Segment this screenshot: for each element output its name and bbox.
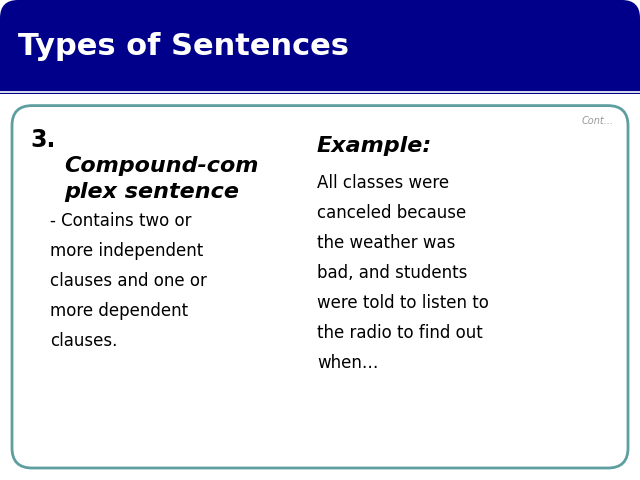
Text: 3.: 3. xyxy=(30,128,56,152)
Text: more dependent: more dependent xyxy=(50,301,188,320)
Text: more independent: more independent xyxy=(50,241,204,260)
FancyBboxPatch shape xyxy=(0,0,640,94)
Text: Cont...: Cont... xyxy=(582,116,614,126)
Text: when…: when… xyxy=(317,354,378,372)
Text: bad, and students: bad, and students xyxy=(317,264,467,282)
FancyBboxPatch shape xyxy=(12,106,628,468)
Text: plex sentence: plex sentence xyxy=(64,181,239,202)
Text: canceled because: canceled because xyxy=(317,204,467,222)
Text: clauses and one or: clauses and one or xyxy=(50,272,207,289)
Text: All classes were: All classes were xyxy=(317,174,449,192)
Text: Compound-com: Compound-com xyxy=(64,156,259,176)
Text: the radio to find out: the radio to find out xyxy=(317,324,483,342)
Bar xyxy=(0,47,640,94)
Text: Types of Sentences: Types of Sentences xyxy=(18,32,349,61)
Text: Example:: Example: xyxy=(317,136,432,156)
Text: the weather was: the weather was xyxy=(317,234,456,252)
Text: clauses.: clauses. xyxy=(50,332,117,349)
Text: were told to listen to: were told to listen to xyxy=(317,294,489,312)
Text: - Contains two or: - Contains two or xyxy=(50,212,191,229)
